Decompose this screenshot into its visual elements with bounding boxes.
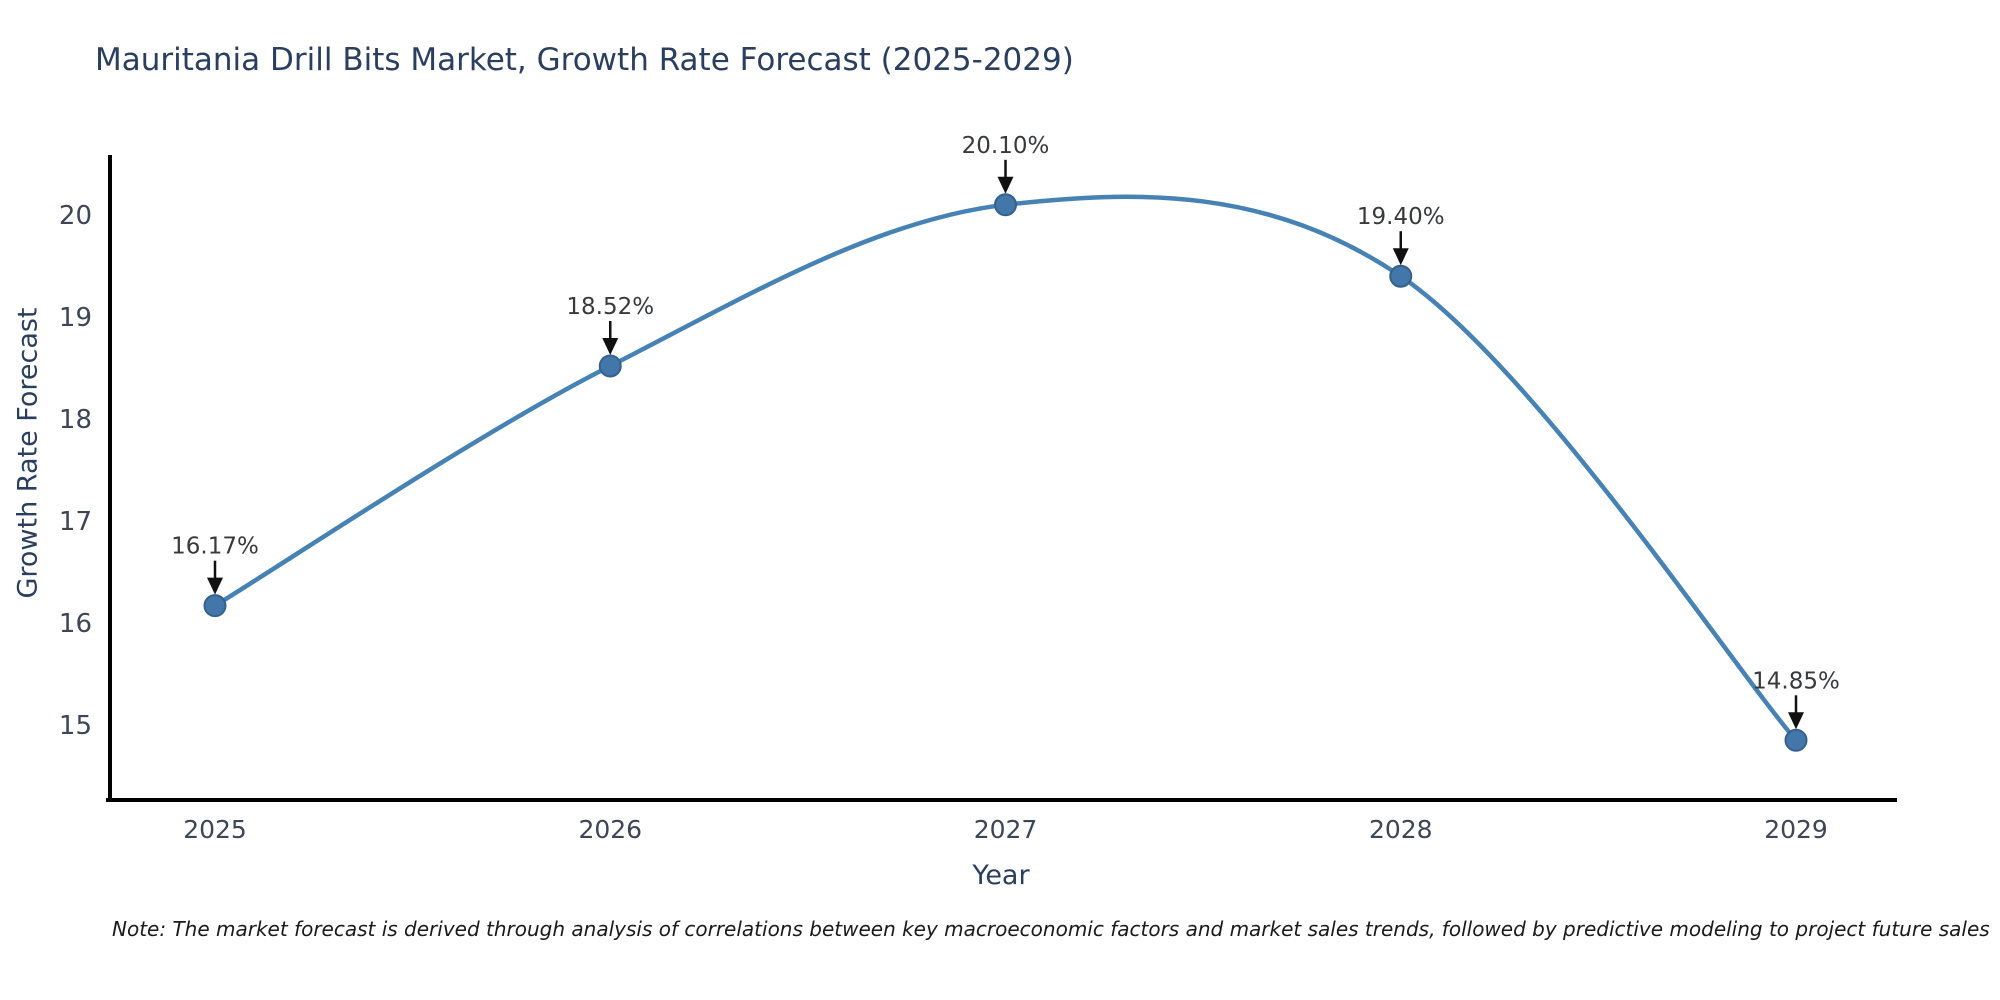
x-tick-label: 2027 [974,815,1038,844]
x-axis-title: Year [972,860,1030,891]
annotation-arrow-head [207,577,223,595]
y-tick-label: 20 [59,201,92,231]
forecast-line [213,194,1798,742]
chart-title: Mauritania Drill Bits Market, Growth Rat… [95,42,1074,78]
y-tick-label: 18 [59,405,92,435]
data-point [994,193,1017,217]
point-value-label: 16.17% [171,534,259,560]
footnote: Note: The market forecast is derived thr… [112,917,1990,941]
y-tick-label: 16 [59,609,92,639]
data-point [598,354,622,378]
y-tick-label: 17 [59,507,92,537]
annotation-arrow-head [602,337,619,355]
point-value-label: 18.52% [566,294,654,320]
point-value-label: 19.40% [1357,204,1445,230]
data-point [1389,264,1413,288]
annotation-arrow-head [1392,248,1409,266]
point-value-label: 14.85% [1752,668,1840,694]
annotation-arrow-head [997,176,1014,194]
annotation-arrow-head [1788,712,1804,730]
y-axis-title: Growth Rate Forecast [12,307,44,599]
data-point [1784,728,1808,752]
data-point [203,594,227,618]
x-tick-label: 2026 [578,815,642,844]
x-tick-label: 2025 [183,815,247,844]
x-tick-label: 2029 [1764,815,1828,844]
y-tick-label: 19 [59,303,92,333]
x-tick-label: 2028 [1369,815,1433,844]
point-value-label: 20.10% [962,133,1050,159]
y-tick-label: 15 [59,711,92,741]
